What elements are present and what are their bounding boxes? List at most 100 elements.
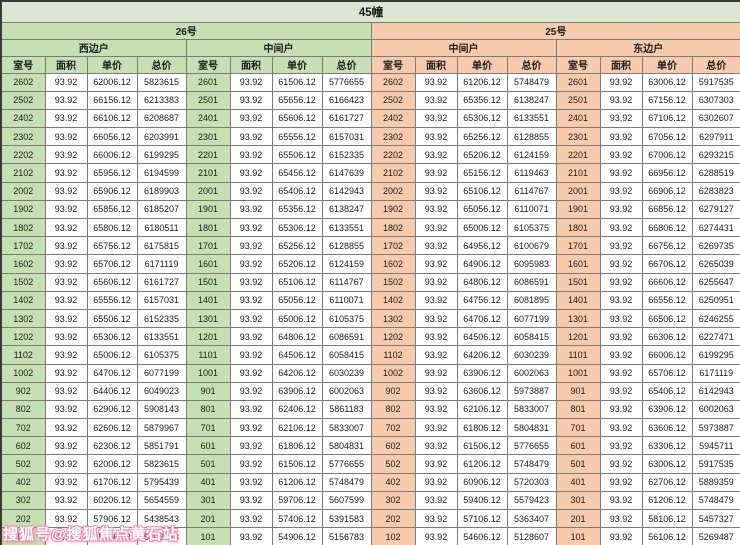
room-cell: 602	[0, 436, 46, 456]
area-cell: 93.92	[229, 217, 273, 238]
room-cell: 1802	[370, 217, 416, 238]
area-cell: 93.92	[414, 399, 458, 420]
total-price-cell: 6283823	[691, 181, 740, 201]
area-cell: 93.92	[44, 254, 88, 274]
room-cell: 2301	[555, 127, 601, 147]
table-row: 202 93.92 57906.12 5438543 201 93.92 57406.12 5…	[0, 508, 740, 529]
area-cell: 93.92	[229, 254, 273, 274]
area-cell: 93.92	[229, 345, 273, 365]
room-cell: 1401	[185, 290, 231, 310]
unit-price-cell: 55406.12	[86, 527, 138, 545]
total-price-cell: 5607599	[321, 490, 372, 511]
area-cell: 93.92	[229, 145, 273, 165]
total-price-cell: 6105375	[506, 217, 557, 238]
unit-price-cell: 64706.12	[86, 363, 138, 383]
room-cell: 1902	[370, 199, 416, 220]
section-26-header: 26号	[0, 21, 372, 40]
room-cell: 101	[555, 527, 601, 545]
area-cell: 93.92	[414, 108, 458, 129]
total-price-cell: 5917535	[691, 72, 740, 92]
area-cell: 93.92	[414, 72, 458, 92]
unit-price-cell: 65356.12	[271, 199, 323, 220]
area-cell: 93.92	[229, 399, 273, 420]
building-title: 45幢	[0, 0, 740, 23]
room-cell: 1801	[555, 217, 601, 238]
total-price-cell: 5851791	[136, 436, 187, 456]
total-price-cell: 6199295	[691, 345, 740, 365]
unit-price-cell: 65006.12	[456, 217, 508, 238]
unit-price-cell: 62106.12	[456, 399, 508, 420]
area-cell: 93.92	[414, 345, 458, 365]
unit-price-cell: 62906.12	[86, 399, 138, 420]
area-cell: 93.92	[599, 290, 643, 310]
area-cell: 93.92	[229, 472, 273, 492]
unit-price-cell: 64506.12	[456, 327, 508, 347]
area-cell: 93.92	[229, 418, 273, 438]
total-price-cell: 5438543	[136, 508, 187, 529]
room-cell: 901	[185, 381, 231, 401]
area-cell: 93.92	[414, 508, 458, 529]
total-price-cell: 6049023	[136, 381, 187, 401]
area-cell: 93.92	[599, 163, 643, 183]
room-cell: 101	[185, 527, 231, 545]
total-price-cell: 6302607	[691, 108, 740, 129]
unit-price-cell: 65056.12	[456, 199, 508, 220]
unit-price-cell: 66906.12	[641, 181, 693, 201]
area-cell: 93.92	[44, 199, 88, 220]
unit-price-cell: 67106.12	[641, 108, 693, 129]
unit-price-cell: 65256.12	[456, 127, 508, 147]
unit-price-cell: 67006.12	[641, 145, 693, 165]
area-cell: 93.92	[44, 345, 88, 365]
unit-price-cell: 65306.12	[271, 217, 323, 238]
total-price-cell: 5861183	[321, 399, 372, 420]
room-cell: 701	[555, 418, 601, 438]
room-cell: 1701	[555, 236, 601, 256]
total-price-cell: 5776655	[321, 72, 372, 92]
room-cell: 702	[370, 418, 416, 438]
column-header-unit-price: 单价	[456, 55, 508, 74]
total-price-cell: 6175815	[136, 236, 187, 256]
area-cell: 93.92	[229, 381, 273, 401]
unit-price-cell: 64206.12	[456, 345, 508, 365]
unit-price-cell: 63906.12	[456, 363, 508, 383]
total-price-cell: 5748479	[506, 72, 557, 92]
table-body: 2602 93.92 62006.12 5823615 2601 93.92 61506.1…	[0, 72, 740, 545]
unit-price-cell: 62106.12	[271, 418, 323, 438]
unit-price-cell: 67056.12	[641, 127, 693, 147]
unit-price-cell: 65106.12	[456, 181, 508, 201]
unit-price-cell: 61206.12	[641, 490, 693, 511]
total-price-cell: 5391583	[321, 508, 372, 529]
unit-price-cell: 64706.12	[456, 308, 508, 329]
total-price-cell: 6133551	[321, 217, 372, 238]
area-cell: 93.92	[599, 145, 643, 165]
total-price-cell: 5917535	[691, 454, 740, 474]
area-cell: 93.92	[229, 108, 273, 129]
room-cell: 1702	[0, 236, 46, 256]
total-price-cell: 6152335	[136, 308, 187, 329]
area-cell: 93.92	[414, 527, 458, 545]
unit-price-cell: 65006.12	[271, 308, 323, 329]
unit-price-cell: 66106.12	[86, 108, 138, 129]
room-cell: 702	[0, 418, 46, 438]
unit-price-cell: 64756.12	[456, 290, 508, 310]
room-cell: 601	[555, 436, 601, 456]
unit-price-cell: 65706.12	[641, 363, 693, 383]
table-row: 2202 93.92 66006.12 6199295 2201 93.92 65506.1…	[0, 145, 740, 165]
area-cell: 93.92	[44, 454, 88, 474]
area-cell: 93.92	[599, 199, 643, 220]
area-cell: 93.92	[229, 272, 273, 292]
room-cell: 802	[0, 399, 46, 420]
unit-price-cell: 61506.12	[456, 436, 508, 456]
unit-header-2: 中间户	[370, 38, 557, 57]
total-price-cell: 6157031	[136, 290, 187, 310]
area-cell: 93.92	[229, 236, 273, 256]
unit-header-1: 中间户	[185, 38, 372, 57]
table-row: 402 93.92 61706.12 5795439 401 93.92 61206.12 5…	[0, 472, 740, 492]
area-cell: 93.92	[44, 108, 88, 129]
room-cell: 1102	[370, 345, 416, 365]
total-price-cell: 5908143	[136, 399, 187, 420]
area-cell: 93.92	[44, 490, 88, 511]
area-cell: 93.92	[44, 418, 88, 438]
total-price-cell: 6124159	[321, 254, 372, 274]
